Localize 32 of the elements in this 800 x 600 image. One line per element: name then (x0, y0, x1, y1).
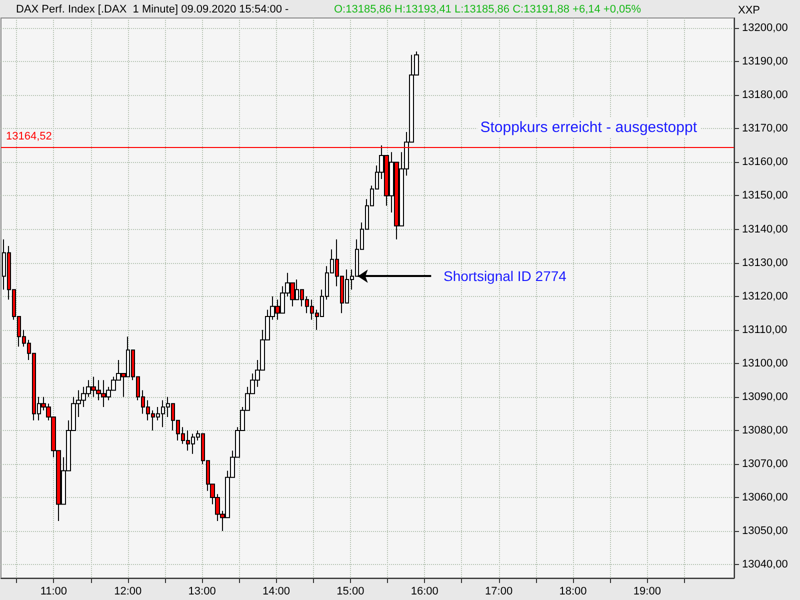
x-tick-label: 13:00 (188, 586, 216, 598)
y-tick-label: 13170,00 (742, 122, 788, 135)
chart-title: DAX Perf. Index [.DAX 1 Minute] 09.09.2020 15:54:00 - (16, 4, 290, 16)
y-tick-label: 13080,00 (742, 424, 788, 436)
y-tick-label: 13060,00 (742, 492, 788, 504)
chart-subtitle: O:13185,86 H:13193,41 L:13185,86 C:13191,88 +6,14 +0,05% (334, 4, 642, 16)
y-tick-label: 13070,00 (742, 458, 788, 470)
x-tick-label: 11:00 (40, 586, 68, 598)
x-tick-label: 19:00 (633, 586, 661, 598)
ref-line-label: 13164,52 (6, 130, 52, 143)
annotation: Stoppkurs erreicht - ausgestoppt (480, 119, 698, 136)
x-tick-label: 12:00 (114, 586, 142, 598)
y-tick-label: 13200,00 (742, 22, 788, 34)
x-tick-label: 17:00 (485, 586, 513, 598)
y-tick-label: 13050,00 (742, 525, 788, 538)
text: XXP (738, 4, 760, 16)
y-tick-label: 13120,00 (742, 290, 788, 302)
y-tick-label: 13130,00 (742, 256, 788, 269)
y-tick-label: 13110,00 (742, 324, 788, 336)
y-tick-label: 13190,00 (742, 56, 788, 68)
y-tick-label: 13150,00 (742, 190, 788, 202)
y-tick-label: 13090,00 (742, 390, 788, 403)
y-tick-label: 13040,00 (742, 558, 788, 571)
y-tick-label: 13100,00 (742, 357, 788, 370)
y-tick-label: 13160,00 (742, 156, 788, 168)
x-tick-label: 14:00 (262, 586, 290, 598)
annotation: Shortsignal ID 2774 (443, 268, 567, 284)
x-tick-label: 18:00 (559, 586, 587, 598)
y-tick-label: 13180,00 (742, 89, 788, 102)
y-tick-label: 13140,00 (742, 223, 788, 236)
x-tick-label: 15:00 (336, 586, 364, 598)
x-tick-label: 16:00 (410, 586, 438, 598)
